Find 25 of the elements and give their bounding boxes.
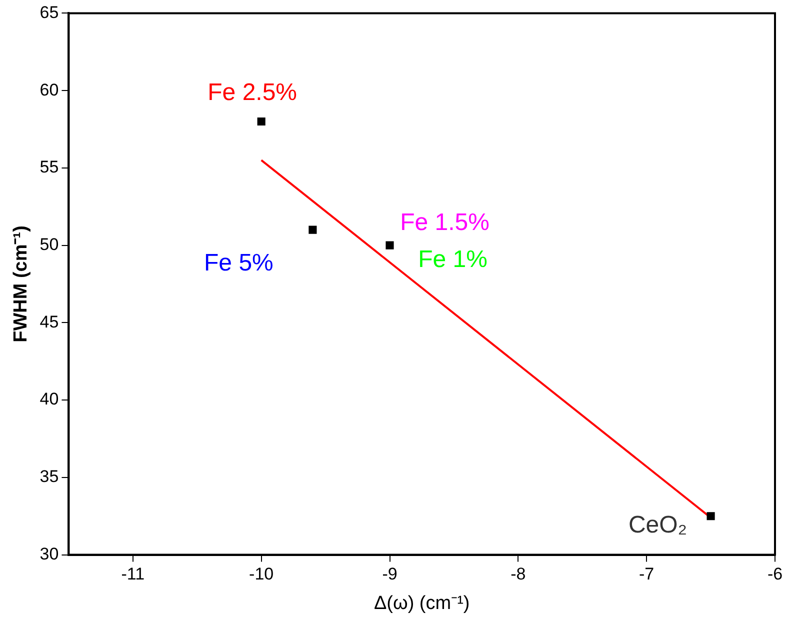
annotation: Fe 1% bbox=[418, 246, 488, 273]
y-tick-label: 60 bbox=[40, 80, 59, 100]
x-tick-label: -7 bbox=[639, 564, 654, 584]
point bbox=[386, 241, 394, 250]
y-tick-label: 30 bbox=[40, 544, 59, 564]
y-tick-label: 65 bbox=[40, 2, 59, 22]
y-axis-title: FWHM (cm⁻¹) bbox=[10, 226, 32, 342]
point bbox=[257, 117, 266, 126]
annotation: Fe 2.5% bbox=[208, 79, 298, 106]
annotation: CeO₂ bbox=[628, 512, 688, 539]
annotation: Fe 5% bbox=[204, 249, 274, 276]
annotation: Fe 1.5% bbox=[400, 208, 490, 236]
point bbox=[308, 226, 317, 234]
y-tick-label: 45 bbox=[40, 312, 59, 332]
y-tick-label: 40 bbox=[40, 390, 59, 409]
y-tick-label: 50 bbox=[40, 235, 59, 254]
x-tick-label: -11 bbox=[121, 564, 145, 584]
x-tick-label: -10 bbox=[249, 564, 274, 584]
x-tick-label: -9 bbox=[382, 564, 398, 584]
x-tick-label: -8 bbox=[510, 564, 526, 584]
x-axis-title: Δ(ω) (cm⁻¹) bbox=[374, 592, 470, 614]
y-tick-label: 55 bbox=[40, 158, 59, 177]
x-tick-label: -6 bbox=[767, 564, 783, 584]
point bbox=[706, 512, 715, 520]
y-tick-label: 35 bbox=[40, 467, 59, 486]
